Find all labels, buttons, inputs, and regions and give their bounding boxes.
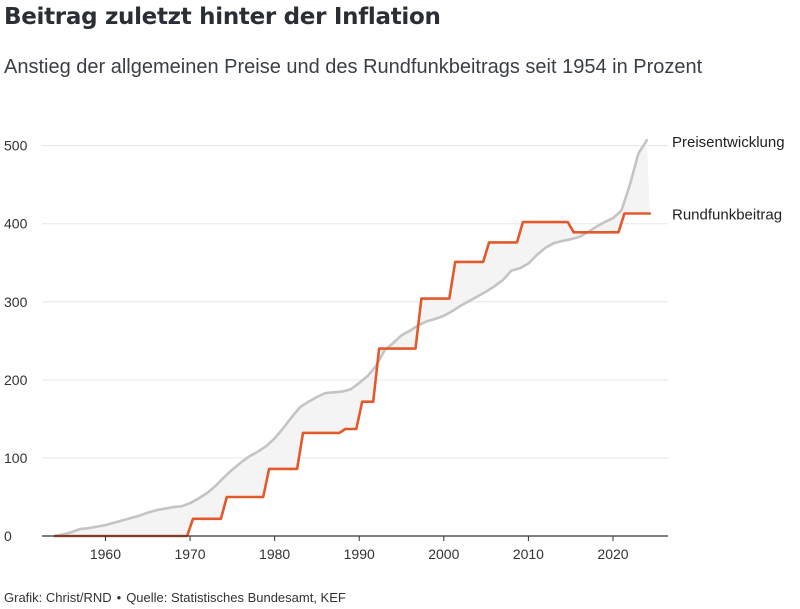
x-tick-label: 2020 xyxy=(597,546,628,562)
series-label-preisentwicklung: Preisentwicklung xyxy=(672,134,785,151)
series-line-rundfunkbeitrag xyxy=(53,212,652,538)
series-label-rundfunkbeitrag: Rundfunkbeitrag xyxy=(672,207,782,224)
gap-fill xyxy=(54,140,650,536)
x-tick-label: 1960 xyxy=(90,546,121,562)
y-tick-label: 100 xyxy=(4,450,28,466)
gap-area xyxy=(54,140,650,536)
series-lines xyxy=(53,138,652,538)
chart-title: Beitrag zuletzt hinter der Inflation xyxy=(4,4,441,30)
source-text: Quelle: Statistisches Bundesamt, KEF xyxy=(126,590,346,605)
chart-subtitle: Anstieg der allgemeinen Preise und des R… xyxy=(4,56,703,78)
footer: Grafik: Christ/RND • Quelle: Statistisches… xyxy=(4,590,346,605)
x-tick-label: 1990 xyxy=(344,546,375,562)
axes: 0 100 200 300 400 500 1960 1970 1980 1990 2000 2010… xyxy=(4,138,668,562)
x-tick-label: 1980 xyxy=(259,546,290,562)
y-tick-label: 0 xyxy=(4,528,12,544)
y-tick-label: 300 xyxy=(4,294,28,310)
x-tick-label: 2010 xyxy=(513,546,544,562)
series-labels: Preisentwicklung Rundfunkbeitrag xyxy=(672,134,785,223)
y-tick-label: 500 xyxy=(4,138,28,154)
x-tick-label: 1970 xyxy=(174,546,205,562)
footer-separator: • xyxy=(116,590,122,605)
x-tick-label: 2000 xyxy=(428,546,459,562)
credit-text: Grafik: Christ/RND xyxy=(4,590,112,605)
y-tick-label: 200 xyxy=(4,372,28,388)
y-tick-label: 400 xyxy=(4,216,28,232)
series-line-preisentwicklung xyxy=(53,138,649,538)
